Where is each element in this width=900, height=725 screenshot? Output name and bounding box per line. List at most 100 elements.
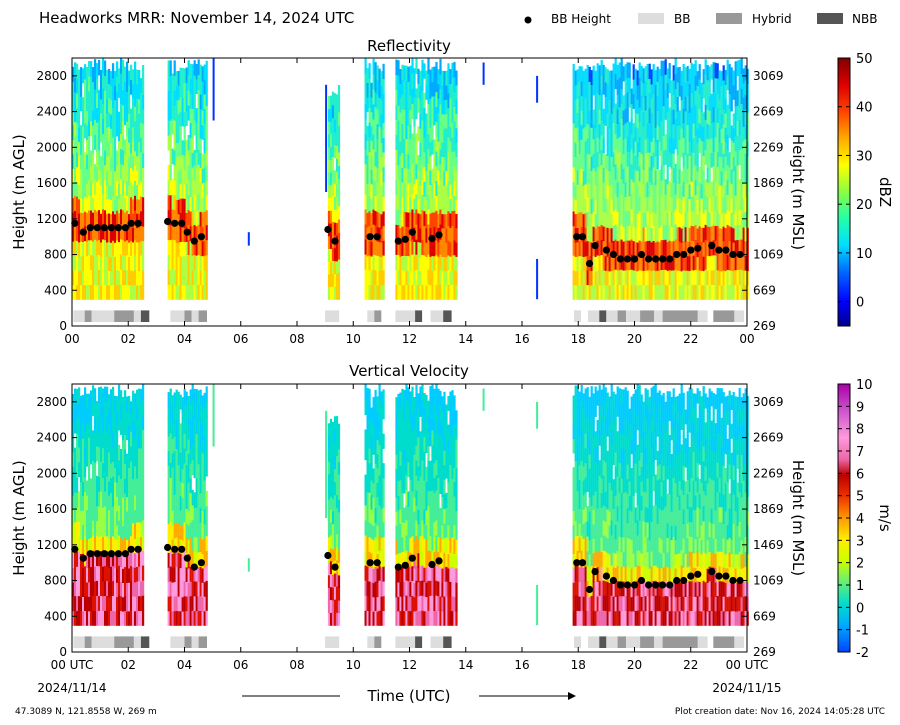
velocity-cell: [197, 610, 200, 626]
reflectivity-cell: [584, 97, 587, 113]
velocity-cell: [451, 595, 454, 612]
reflectivity-cell: [451, 166, 454, 182]
velocity-cell: [136, 492, 139, 508]
reflectivity-cell: [632, 255, 635, 271]
reflectivity-cell: [437, 169, 440, 185]
reflectivity-cell: [96, 240, 99, 256]
reflectivity-cell: [706, 167, 709, 183]
reflectivity-cell: [572, 196, 575, 212]
velocity-cell: [167, 479, 170, 495]
reflectivity-cell: [610, 113, 613, 129]
reflectivity-cell: [185, 241, 188, 257]
reflectivity-cell: [614, 58, 617, 74]
velocity-cell: [118, 595, 121, 611]
reflectivity-cell: [142, 167, 145, 183]
velocity-cell: [590, 431, 593, 447]
velocity-cell: [572, 596, 575, 612]
velocity-cell: [331, 460, 335, 474]
reflectivity-cell: [618, 240, 621, 256]
reflectivity-cell: [435, 165, 438, 182]
reflectivity-cell: [590, 199, 593, 214]
velocity-cell: [592, 494, 595, 510]
velocity-cell: [88, 523, 91, 539]
reflectivity-cell: [335, 222, 339, 236]
velocity-cell: [199, 507, 202, 523]
velocity-cell: [429, 415, 432, 432]
velocity-cell: [86, 437, 89, 453]
reflectivity-cell: [732, 184, 735, 200]
reflectivity-cell: [120, 254, 123, 270]
reflectivity-cell: [600, 254, 603, 270]
velocity-cell: [397, 538, 400, 554]
reflectivity-cell: [672, 167, 675, 183]
reflectivity-cell: [372, 149, 375, 165]
velocity-cell: [453, 424, 456, 440]
velocity-cell: [191, 429, 194, 446]
reflectivity-cell: [652, 196, 655, 212]
reflectivity-cell: [706, 65, 709, 81]
velocity-cell: [584, 580, 587, 597]
reflectivity-cell: [443, 113, 446, 129]
reflectivity-cell: [620, 284, 623, 300]
velocity-cell: [441, 496, 444, 512]
velocity-cell: [74, 403, 77, 419]
velocity-cell: [114, 524, 117, 540]
velocity-cell: [114, 567, 117, 583]
velocity-cell: [433, 580, 436, 597]
reflectivity-cell: [588, 212, 591, 228]
reflectivity-cell: [173, 75, 176, 91]
velocity-cell: [586, 416, 589, 433]
velocity-cell: [423, 596, 426, 612]
reflectivity-cell: [327, 184, 331, 199]
reflectivity-cell: [427, 118, 430, 135]
reflectivity-cell: [92, 168, 95, 184]
velocity-cell: [429, 490, 432, 507]
reflectivity-cell: [738, 134, 741, 151]
velocity-cell: [453, 524, 456, 540]
reflectivity-cell: [171, 148, 174, 165]
reflectivity-cell: [136, 198, 139, 214]
reflectivity-cell: [598, 226, 601, 242]
reflectivity-cell: [648, 284, 651, 300]
reflectivity-cell: [124, 182, 127, 198]
reflectivity-cell: [427, 133, 430, 150]
velocity-cell: [590, 475, 593, 492]
velocity-cell: [409, 464, 412, 480]
reflectivity-cell: [648, 166, 651, 182]
reflectivity-cell: [678, 81, 681, 97]
velocity-cell: [372, 496, 375, 512]
reflectivity-cell: [674, 118, 677, 135]
velocity-cell: [419, 431, 422, 447]
velocity-cell: [104, 386, 107, 403]
reflectivity-cell: [401, 211, 404, 227]
velocity-cell: [100, 416, 103, 432]
reflectivity-cell: [374, 239, 377, 256]
reflectivity-cell: [608, 70, 611, 86]
reflectivity-cell: [175, 156, 178, 172]
velocity-cell: [102, 477, 105, 493]
reflectivity-cell: [648, 63, 651, 79]
velocity-cell: [335, 416, 339, 430]
reflectivity-cell: [746, 256, 749, 271]
reflectivity-cell: [415, 193, 418, 210]
reflectivity-cell: [700, 111, 703, 127]
velocity-cell: [185, 508, 188, 524]
velocity-cell: [173, 494, 176, 510]
velocity-cell: [395, 439, 398, 455]
reflectivity-cell: [720, 156, 723, 172]
reflectivity-cell: [606, 126, 609, 142]
reflectivity-cell: [399, 270, 402, 286]
velocity-cell: [185, 450, 188, 466]
reflectivity-cell: [728, 122, 731, 139]
velocity-cell: [376, 582, 379, 598]
velocity-cell: [451, 522, 454, 538]
reflectivity-cell: [572, 122, 575, 138]
velocity-cell: [592, 610, 595, 626]
reflectivity-cell: [167, 179, 170, 196]
velocity-cell: [378, 535, 381, 551]
velocity-cell: [333, 494, 337, 509]
reflectivity-cell: [600, 179, 603, 196]
velocity-cell: [586, 595, 589, 611]
reflectivity-cell: [622, 168, 625, 184]
bb-height-point: [183, 228, 191, 236]
